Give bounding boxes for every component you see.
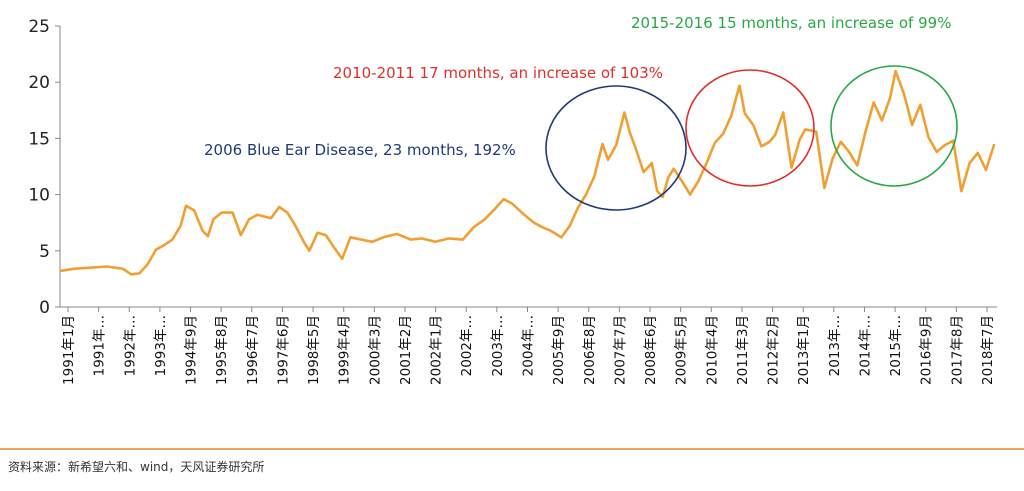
x-tick-label: 1995年8月: [214, 315, 230, 385]
x-tick-label: 2011年3月: [735, 315, 751, 385]
y-tick-label: 5: [39, 242, 50, 262]
y-tick-label: 25: [28, 17, 50, 37]
x-tick-label: 2014年…: [857, 315, 873, 376]
x-tick-label: 1992年…: [122, 315, 138, 376]
x-tick-label: 2018年7月: [980, 315, 996, 385]
x-tick-label: 2009年5月: [674, 315, 690, 385]
x-tick-label: 2006年8月: [582, 315, 598, 385]
y-tick-label: 20: [28, 73, 50, 93]
x-tick-label: 2005年9月: [551, 315, 567, 385]
source-note: 资料来源：新希望六和、wind，天风证券研究所: [8, 459, 264, 474]
x-tick-label: 1996年7月: [245, 315, 261, 385]
x-tick-label: 1991年…: [92, 315, 108, 376]
annotation-2006: 2006 Blue Ear Disease, 23 months, 192%: [204, 141, 516, 159]
x-tick-label: 2015年…: [888, 315, 904, 376]
x-tick-label: 2007年7月: [612, 315, 628, 385]
highlight-circle-2010: [685, 69, 815, 187]
x-tick-label: 2016年9月: [919, 315, 935, 385]
x-tick-label: 2001年2月: [398, 315, 414, 385]
x-tick-label: 2002年1月: [429, 315, 445, 385]
series-line: [59, 69, 996, 276]
x-tick-label: 1998年5月: [306, 315, 322, 385]
annotation-2010: 2010-2011 17 months, an increase of 103%: [333, 64, 663, 82]
x-tick-label: 2013年1月: [796, 315, 812, 385]
annotation-2015: 2015-2016 15 months, an increase of 99%: [631, 14, 951, 32]
x-tick-label: 2008年6月: [643, 315, 659, 385]
y-axis-ticks: 0 5 10 15 20 25: [28, 17, 60, 318]
x-tick-label: 2000年3月: [367, 315, 383, 385]
x-axis-ticks: 1991年1月 1991年… 1992年… 1993年… 1994年9月 1995年8月 1…: [61, 307, 996, 385]
x-tick-label: 2012年2月: [766, 315, 782, 385]
highlight-circle-2015: [830, 65, 958, 187]
x-tick-label: 1993年…: [153, 315, 169, 376]
x-tick-label: 2002年…: [459, 315, 475, 376]
x-tick-label: 1997年6月: [275, 315, 291, 385]
x-tick-label: 2003年…: [490, 315, 506, 376]
x-tick-label: 2017年8月: [949, 315, 965, 385]
y-tick-label: 0: [39, 298, 50, 318]
y-tick-label: 15: [28, 129, 50, 149]
x-tick-label: 1999年4月: [337, 315, 353, 385]
highlight-circle-2006: [545, 85, 687, 211]
x-tick-label: 1994年9月: [184, 315, 200, 385]
x-tick-label: 2010年4月: [704, 315, 720, 385]
x-tick-label: 1991年1月: [61, 315, 77, 385]
x-tick-label: 2004年…: [521, 315, 537, 376]
y-tick-label: 10: [28, 186, 50, 206]
x-tick-label: 2013年…: [827, 315, 843, 376]
